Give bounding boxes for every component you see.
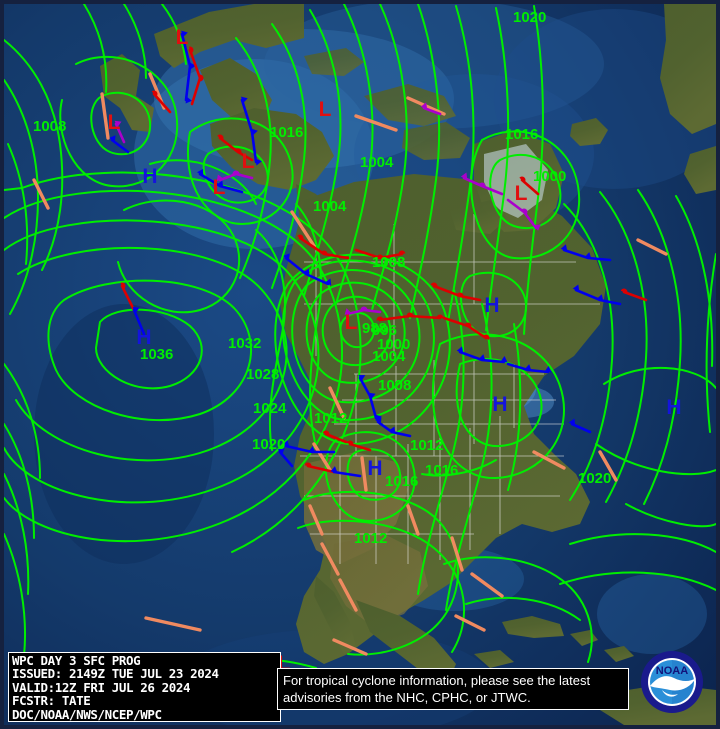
isobar-label: 1008 (378, 377, 411, 394)
isobar-labels: 1036 1032 1028 1024 1020 1020 1016 1016 1012 1012… (33, 9, 611, 547)
isobar-label: 996 (372, 322, 397, 339)
legend-valid: VALID:12Z FRI JUL 26 2024 (12, 679, 191, 695)
isobar-label: 1008 (33, 118, 66, 135)
cold-fronts (109, 30, 622, 468)
isobar-label: 1012 (314, 410, 347, 427)
isobar-label: 1000 (533, 168, 566, 185)
isobar-label: 1016 (505, 126, 538, 143)
surface-prognosis-map: 1036 1032 1028 1024 1020 1020 1016 1016 1012 1012… (4, 4, 716, 725)
isobar-label: 988 (362, 320, 387, 337)
isobar-label: 1024 (253, 400, 287, 417)
front-layer (109, 30, 648, 478)
isobar-label: 1016 (385, 473, 418, 490)
forecast-legend-box: WPC DAY 3 SFC PROG ISSUED: 2149Z TUE JUL… (8, 652, 281, 722)
noaa-logo-text: NOAA (656, 665, 688, 677)
isobar-label: 1012 (354, 530, 387, 547)
legend-agency: DOC/NOAA/NWS/NCEP/WPC (12, 706, 162, 722)
pressure-center-h: H (142, 165, 157, 188)
legend-issued: ISSUED: 2149Z TUE JUL 23 2024 (12, 666, 219, 682)
legend-forecaster: FCSTR: TATE (12, 693, 91, 709)
trough-layer (32, 72, 668, 656)
pressure-center-h: H (136, 326, 151, 349)
isobar-label: 1020 (578, 470, 611, 487)
warm-fronts (151, 46, 648, 452)
map-graphics: 1036 1032 1028 1024 1020 1020 1016 1016 1012 1012… (4, 4, 716, 725)
isobar-label: 1020 (513, 9, 546, 26)
pressure-center-h: H (484, 294, 499, 317)
pressure-center-h: H (492, 393, 507, 416)
pressure-center-l: L (242, 150, 255, 173)
isobar-label: 1016 (270, 124, 303, 141)
pressure-center-l: L (319, 98, 332, 121)
noaa-logo: NOAA (641, 651, 703, 713)
pressure-center-h: H (367, 457, 382, 480)
isobar-label: 1036 (140, 346, 173, 363)
pressure-center-l: L (176, 26, 189, 49)
isobar-label: 1016 (425, 462, 458, 479)
isobar-label: 1004 (372, 348, 406, 365)
isobar-label: 1004 (313, 198, 347, 215)
pressure-center-l: L (108, 111, 121, 134)
tropical-cyclone-notice: For tropical cyclone information, please… (277, 668, 629, 710)
isobar-label: 1032 (228, 335, 261, 352)
cyclone-note-line1: For tropical cyclone information, please… (283, 673, 591, 688)
isobar-label: 1004 (360, 154, 394, 171)
occluded-fronts (114, 102, 541, 316)
cyclone-note-line2: advisories from the NHC, CPHC, or JTWC. (283, 690, 531, 705)
stationary-fronts (120, 282, 362, 478)
isobar-label: 1020 (252, 436, 285, 453)
isobar-label: 1012 (410, 437, 443, 454)
pressure-center-l: L (213, 176, 226, 199)
isobar-label: 1028 (246, 366, 279, 383)
pressure-center-h: H (666, 396, 681, 419)
legend-title: WPC DAY 3 SFC PROG (12, 653, 141, 668)
pressure-center-l: L (515, 182, 528, 205)
isobar-label: 1008 (372, 254, 405, 271)
isobar-label: 1000 (377, 336, 410, 353)
pressure-center-l: L (345, 311, 358, 334)
